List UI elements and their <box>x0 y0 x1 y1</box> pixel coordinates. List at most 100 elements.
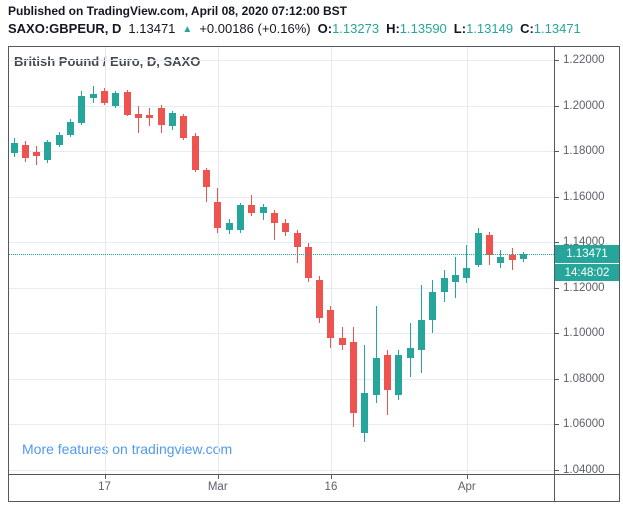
price-tick-mark <box>555 196 559 198</box>
plot-area[interactable]: British Pound / Euro, D, SAXO More featu… <box>9 47 555 475</box>
chart-header: Published on TradingView.com, April 08, … <box>8 3 618 38</box>
price-tick-label: 1.06000 <box>563 418 605 431</box>
price-tick-mark <box>555 424 559 426</box>
h-gridline <box>9 196 554 198</box>
candle-body <box>259 207 267 213</box>
candle-body <box>33 151 41 156</box>
chart-title: British Pound / Euro, D, SAXO <box>14 54 201 69</box>
open-label: O: <box>317 21 333 36</box>
price-tick-mark <box>555 105 559 107</box>
time-tick-label: Mar <box>207 481 228 493</box>
price-tick-mark <box>555 151 559 153</box>
candle-body <box>21 145 29 158</box>
time-tick-label: Apr <box>457 481 476 493</box>
price-tick-mark <box>555 378 559 380</box>
candle-body <box>350 342 358 413</box>
candle-body <box>361 393 369 433</box>
h-gridline <box>9 105 554 107</box>
watermark-link[interactable]: More features on tradingview.com <box>22 441 233 457</box>
price-tick-label: 1.14000 <box>563 236 605 249</box>
h-gridline <box>9 242 554 244</box>
price-tick-label: 1.16000 <box>563 190 605 203</box>
candle-body <box>101 91 109 103</box>
candle-body <box>395 354 403 395</box>
candle-body <box>282 223 290 232</box>
candle-body <box>202 170 210 187</box>
candle-body <box>372 358 380 395</box>
candle-body <box>327 310 335 338</box>
candle-body <box>270 213 278 223</box>
candle-body <box>497 257 505 263</box>
price-tick-label: 1.20000 <box>563 99 605 112</box>
axis-corner <box>555 475 619 501</box>
h-gridline <box>9 151 554 153</box>
candle-body <box>384 354 392 390</box>
h-gridline <box>9 333 554 335</box>
candle-body <box>429 292 437 320</box>
time-tick-mark <box>217 475 219 479</box>
candle-body <box>55 135 63 145</box>
candle-body <box>440 278 448 292</box>
candle-body <box>304 247 312 278</box>
candle-body <box>180 116 188 138</box>
last-price: 1.13471 <box>128 21 176 36</box>
candle-wick <box>375 306 377 403</box>
time-tick-mark <box>466 475 468 479</box>
h-gridline <box>9 470 554 471</box>
candle-body <box>146 114 154 118</box>
candle-body <box>508 255 516 260</box>
h-gridline <box>9 60 554 61</box>
v-gridline <box>104 47 106 474</box>
v-gridline <box>217 47 219 474</box>
time-tick-label: 16 <box>324 481 338 493</box>
candle-body <box>519 254 527 259</box>
candle-wick <box>466 245 468 283</box>
low-label: L: <box>453 21 467 36</box>
price-tick-label: 1.04000 <box>563 464 605 476</box>
candle-body <box>236 205 244 230</box>
countdown-badge: 14:48:02 <box>555 264 619 282</box>
high-label: H: <box>386 21 400 36</box>
time-axis[interactable]: 17 Mar 16 Apr <box>9 475 555 501</box>
candle-body <box>225 223 233 230</box>
candle-wick <box>273 210 275 240</box>
close-value: 1.13471 <box>533 21 581 36</box>
candle-body <box>316 280 324 318</box>
price-axis[interactable]: 1.13471 14:48:02 1.22000 1.20000 1.18000 1.… <box>555 47 619 476</box>
candle-wick <box>138 106 140 133</box>
price-tick-label: 1.22000 <box>563 54 605 66</box>
h-gridline <box>9 287 554 289</box>
price-tick-mark <box>555 60 559 61</box>
h-gridline <box>9 378 554 380</box>
price-tick-mark <box>555 470 559 471</box>
symbol-line: SAXO:GBPEUR, D 1.13471 ▲ +0.00186 (+0.16%) O… <box>8 20 618 38</box>
candle-body <box>485 235 493 255</box>
time-tick-mark <box>104 475 106 479</box>
price-tick-label: 1.18000 <box>563 145 605 158</box>
change-up-arrow-icon: ▲ <box>182 24 193 35</box>
high-value: 1.13590 <box>399 21 447 36</box>
time-tick-label: 17 <box>98 481 111 493</box>
candle-body <box>67 122 75 135</box>
last-price-line <box>9 254 554 255</box>
open-value: 1.13273 <box>332 21 380 36</box>
last-price-badge: 1.13471 <box>555 245 619 264</box>
candle-body <box>463 268 471 278</box>
candle-body <box>10 143 18 153</box>
candle-body <box>112 93 120 106</box>
candle-body <box>474 233 482 266</box>
candle-body <box>293 233 301 247</box>
candle-body <box>157 107 165 125</box>
candle-body <box>78 95 86 123</box>
candle-body <box>89 93 97 98</box>
candle-body <box>338 338 346 345</box>
change-text: +0.00186 (+0.16%) <box>199 21 311 36</box>
candle-body <box>135 114 143 118</box>
candle-body <box>123 92 131 115</box>
low-value: 1.13149 <box>466 21 514 36</box>
candle-body <box>44 142 52 161</box>
candle-body <box>406 348 414 358</box>
candle-body <box>248 205 256 213</box>
time-tick-mark <box>330 475 332 479</box>
